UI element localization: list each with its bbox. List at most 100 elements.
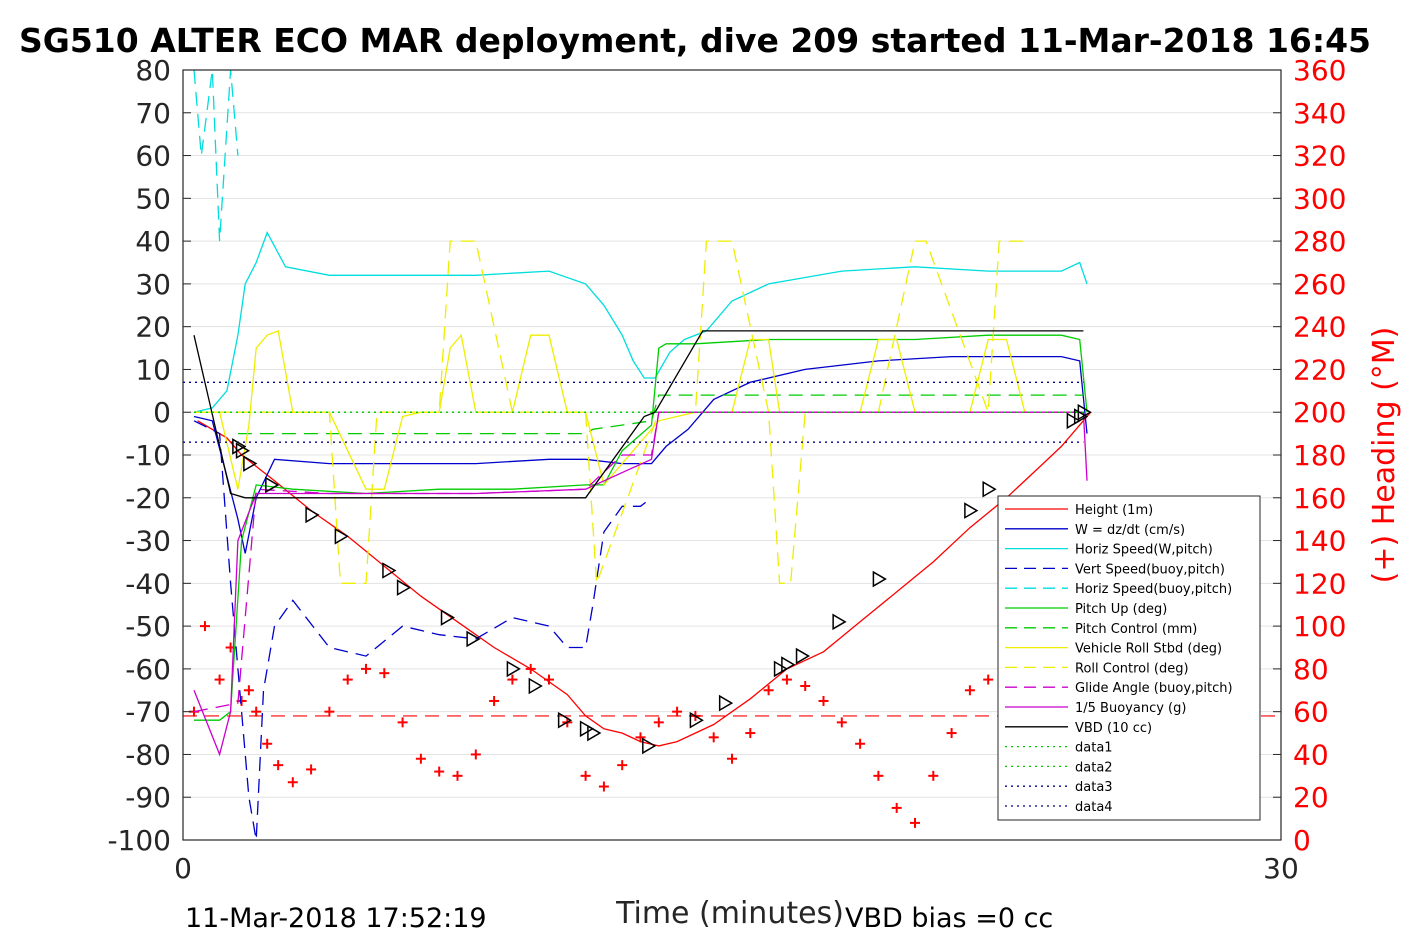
vbd-triangle-marker bbox=[243, 455, 258, 472]
right-tick-label: 140 bbox=[1293, 525, 1346, 558]
heading-marker bbox=[251, 706, 262, 717]
x-axis-ticks: 0 30 bbox=[174, 852, 1299, 885]
heading-marker bbox=[818, 695, 829, 706]
right-tick-label: 240 bbox=[1293, 311, 1346, 344]
series-line bbox=[237, 394, 1084, 435]
vbd-triangle-marker bbox=[1077, 403, 1092, 421]
vbd-triangle-marker bbox=[773, 660, 789, 678]
legend-label: Pitch Up (deg) bbox=[1075, 602, 1167, 617]
left-tick-label: -40 bbox=[125, 567, 171, 600]
heading-marker bbox=[964, 685, 975, 696]
heading-marker bbox=[873, 770, 884, 781]
right-tick-label: 360 bbox=[1293, 54, 1346, 87]
heading-marker bbox=[287, 777, 298, 788]
heading-marker bbox=[598, 781, 609, 792]
heading-marker bbox=[214, 674, 225, 685]
right-tick-label: 260 bbox=[1293, 268, 1346, 301]
series-line bbox=[193, 411, 1088, 757]
heading-marker bbox=[928, 770, 939, 781]
left-tick-label: -20 bbox=[125, 482, 171, 515]
vbd-triangle-marker bbox=[557, 711, 573, 729]
legend-label: data3 bbox=[1075, 780, 1113, 795]
heading-marker bbox=[727, 753, 737, 764]
vbd-marker-layer bbox=[232, 403, 1092, 755]
legend-label: Horiz Speed(W,pitch) bbox=[1075, 543, 1213, 558]
right-axis-ticks: 3603403203002802602402202001801601401201… bbox=[1273, 54, 1346, 857]
heading-marker bbox=[983, 674, 994, 685]
vbd-triangle-marker bbox=[579, 720, 595, 738]
legend-label: Horiz Speed(buoy,pitch) bbox=[1075, 582, 1232, 597]
chart-title: SG510 ALTER ECO MAR deployment, dive 209… bbox=[19, 21, 1371, 60]
left-tick-label: 80 bbox=[135, 54, 171, 87]
heading-marker bbox=[397, 717, 408, 728]
footer-timestamp: 11-Mar-2018 17:52:19 bbox=[185, 903, 487, 934]
right-tick-label: 20 bbox=[1293, 781, 1329, 814]
heading-marker bbox=[342, 674, 353, 685]
vbd-triangle-marker bbox=[506, 660, 521, 678]
right-tick-label: 180 bbox=[1293, 439, 1346, 472]
legend-label: Roll Control (deg) bbox=[1075, 661, 1189, 676]
heading-marker bbox=[781, 674, 792, 685]
left-tick-label: -10 bbox=[125, 439, 171, 472]
left-tick-label: 10 bbox=[135, 353, 171, 386]
left-tick-label: 30 bbox=[135, 268, 171, 301]
legend-label: Vehicle Roll Stbd (deg) bbox=[1075, 642, 1222, 657]
vbd-triangle-marker bbox=[689, 711, 704, 729]
left-tick-label: 0 bbox=[153, 396, 171, 429]
series-line bbox=[193, 420, 652, 841]
left-tick-label: 20 bbox=[135, 311, 171, 344]
vbd-triangle-marker bbox=[382, 562, 397, 579]
left-tick-label: -90 bbox=[125, 781, 171, 814]
legend-label: data4 bbox=[1075, 800, 1113, 815]
heading-marker bbox=[379, 668, 390, 679]
heading-marker bbox=[580, 770, 591, 781]
heading-marker bbox=[415, 753, 426, 764]
vbd-triangle-marker bbox=[1073, 408, 1089, 425]
vbd-triangle-marker bbox=[232, 438, 247, 455]
vbd-triangle-marker bbox=[872, 570, 887, 588]
series-line bbox=[194, 334, 1088, 721]
vbd-triangle-marker bbox=[265, 476, 280, 494]
heading-marker bbox=[635, 732, 646, 743]
vbd-triangle-marker bbox=[305, 506, 320, 524]
vbd-triangle-marker bbox=[235, 442, 251, 460]
left-axis-ticks: 80 70 60 50 40 30 20 10 0 -10 -20 -30 -40 -50 -60 -70 -8… bbox=[107, 54, 191, 857]
heading-marker bbox=[836, 717, 847, 728]
left-tick-label: -80 bbox=[125, 738, 171, 771]
vbd-triangle-marker bbox=[1066, 412, 1081, 430]
vbd-triangle-marker bbox=[964, 502, 979, 519]
legend-label: 1/5 Buoyancy (g) bbox=[1075, 701, 1186, 716]
heading-marker bbox=[434, 766, 445, 777]
vbd-triangle-marker bbox=[718, 694, 734, 712]
series-layer bbox=[183, 69, 1092, 841]
heading-marker bbox=[361, 663, 371, 674]
series-line bbox=[193, 231, 1088, 413]
vbd-triangle-marker bbox=[334, 527, 349, 545]
vbd-triangle-marker bbox=[587, 724, 602, 742]
series-line bbox=[193, 330, 1084, 499]
left-tick-label: -50 bbox=[125, 610, 171, 643]
right-tick-label: 220 bbox=[1293, 353, 1346, 386]
right-tick-label: 80 bbox=[1293, 653, 1329, 686]
left-tick-label: -100 bbox=[107, 824, 171, 857]
left-tick-label: 50 bbox=[135, 182, 171, 215]
vbd-triangle-marker bbox=[832, 613, 847, 631]
left-tick-label: -30 bbox=[125, 525, 171, 558]
heading-marker bbox=[199, 621, 210, 632]
left-tick-label: 70 bbox=[135, 97, 171, 130]
vbd-triangle-marker bbox=[781, 656, 796, 673]
heading-marker bbox=[855, 738, 866, 749]
right-tick-label: 0 bbox=[1293, 824, 1311, 857]
footer-vbd-bias: VBD bias =0 cc bbox=[845, 903, 1053, 934]
series-line bbox=[193, 69, 239, 242]
heading-marker bbox=[273, 760, 284, 771]
heading-marker bbox=[452, 770, 463, 781]
right-tick-label: 280 bbox=[1293, 225, 1346, 258]
heading-marker bbox=[745, 728, 756, 739]
left-tick-label: -60 bbox=[125, 653, 171, 686]
right-tick-label: 60 bbox=[1293, 696, 1329, 729]
legend-label: data1 bbox=[1075, 741, 1113, 756]
legend-label: VBD (10 cc) bbox=[1075, 721, 1152, 736]
heading-marker bbox=[262, 738, 273, 749]
